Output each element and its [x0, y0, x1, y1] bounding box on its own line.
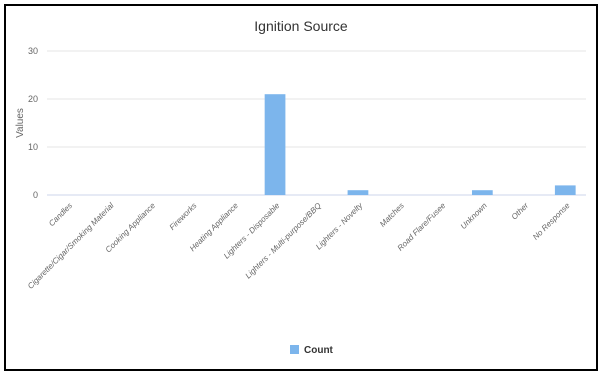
- y-tick-label: 20: [28, 94, 38, 104]
- bar[interactable]: [264, 94, 286, 195]
- x-tick-label: Other: [510, 201, 531, 222]
- x-tick-label: No Response: [531, 201, 572, 242]
- y-tick-label: 0: [33, 190, 38, 200]
- x-tick-label: Unknown: [459, 201, 489, 231]
- x-tick-label: Matches: [378, 201, 406, 229]
- x-tick-label: Lighters - Multi-purpose/BBQ: [244, 201, 323, 280]
- legend-label: Count: [304, 345, 334, 356]
- y-tick-label: 30: [28, 46, 38, 56]
- x-tick-label: Candles: [47, 201, 74, 228]
- bar[interactable]: [471, 190, 493, 195]
- x-tick-label: Fireworks: [168, 201, 199, 232]
- y-axis-ticks: 0 10 20 30: [28, 46, 38, 200]
- y-tick-label: 10: [28, 142, 38, 152]
- bar[interactable]: [347, 190, 369, 195]
- chart-frame: [4, 4, 598, 371]
- y-axis-title: Values: [15, 108, 26, 138]
- legend-swatch: [290, 345, 299, 354]
- chart-title: Ignition Source: [254, 18, 348, 34]
- bar[interactable]: [554, 185, 576, 195]
- legend[interactable]: Count: [290, 345, 334, 356]
- gridlines: [47, 50, 586, 196]
- bars: [264, 94, 576, 195]
- x-tick-label: Cigarette/Cigar/Smoking Material: [26, 201, 116, 291]
